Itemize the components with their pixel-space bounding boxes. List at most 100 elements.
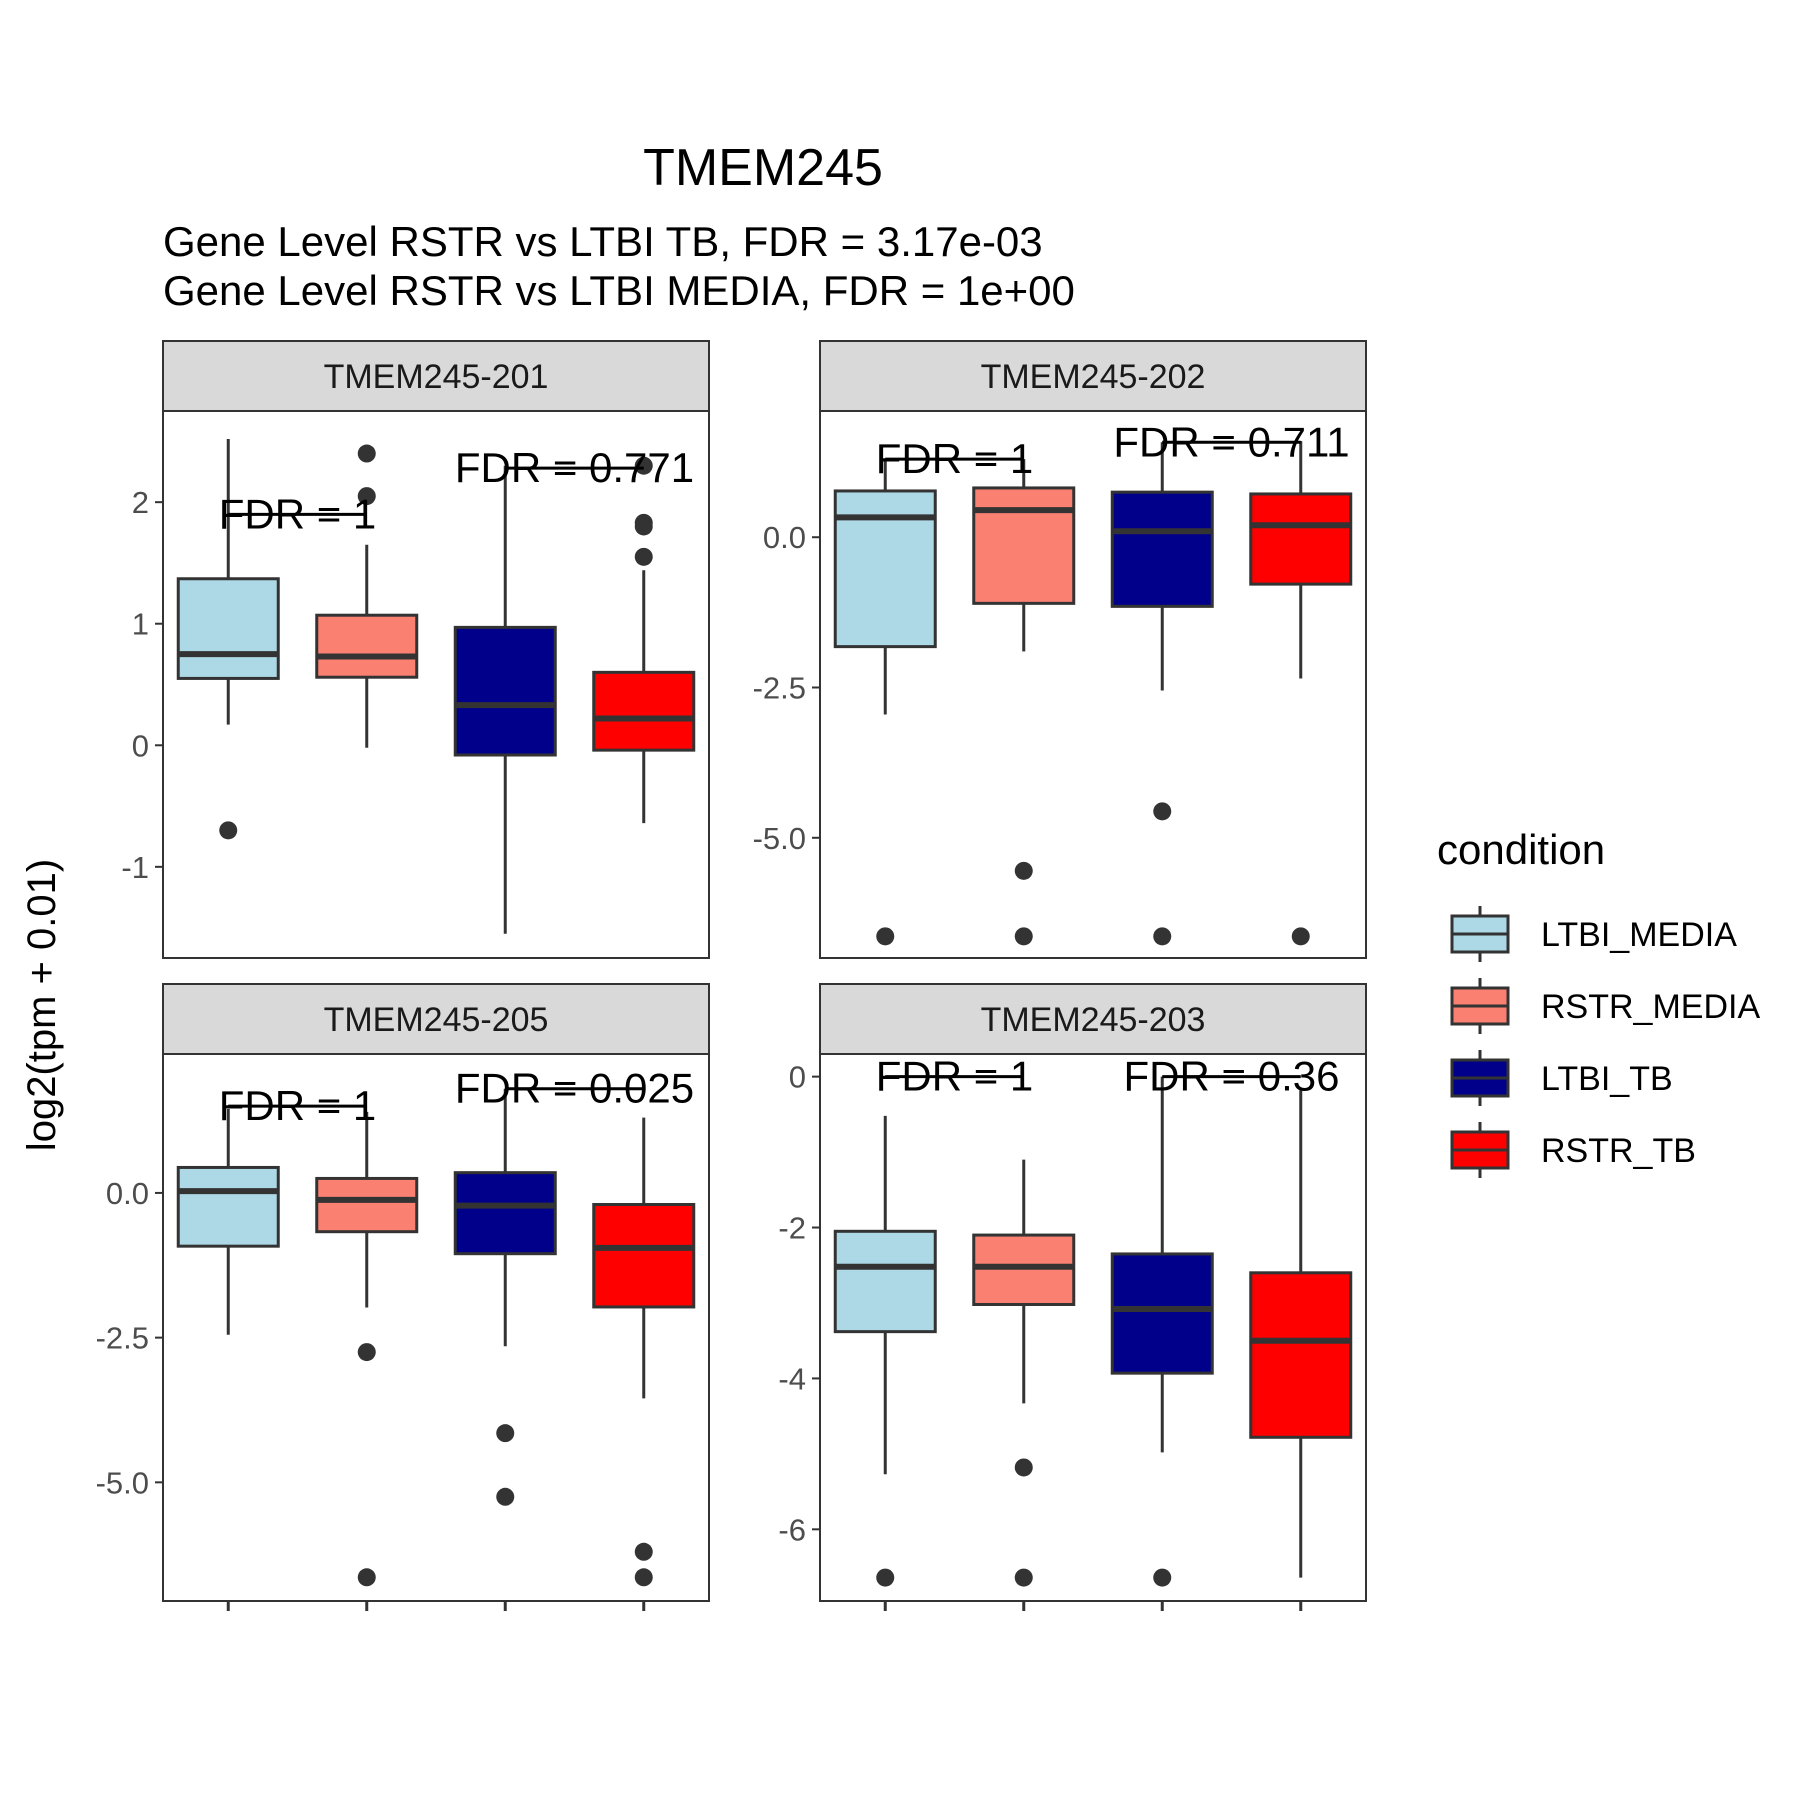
box-body <box>176 577 280 680</box>
box-LTBI_MEDIA <box>176 1108 280 1335</box>
y-tick-label: -4 <box>778 1361 806 1396</box>
chart-subtitle-line-2: Gene Level RSTR vs LTBI MEDIA, FDR = 1e+… <box>163 267 1075 314</box>
outlier-point <box>496 1487 515 1506</box>
legend: condition LTBI_MEDIA RSTR_MEDIA LTBI_TB RST… <box>1437 826 1760 1178</box>
y-tick-label: -2.5 <box>753 671 806 706</box>
legend-item-label: RSTR_TB <box>1541 1132 1696 1170</box>
facet-strip <box>162 340 710 412</box>
facet-panel: TMEM245-203 -6 -4 -2 0 FDR = 1 FDR = 0.36 <box>778 983 1367 1611</box>
y-tick-label: 2 <box>132 485 149 520</box>
outlier-point <box>357 487 376 506</box>
box-body <box>972 486 1076 605</box>
comparison-label: FDR = 0.025 <box>455 1065 694 1112</box>
box-LTBI_MEDIA <box>833 459 937 946</box>
panel-background <box>163 1054 709 1601</box>
box-body <box>972 1233 1076 1306</box>
legend-item: RSTR_TB <box>1450 1122 1696 1178</box>
box-RSTR_TB <box>1249 441 1353 946</box>
box-RSTR_TB <box>1249 1090 1353 1578</box>
outlier-point <box>1014 1458 1033 1477</box>
outlier-point <box>634 547 653 566</box>
y-tick-label: 0.0 <box>763 520 806 555</box>
y-tick-label: 0 <box>132 728 149 763</box>
box-body <box>1110 490 1214 608</box>
comparison-label: FDR = 0.711 <box>1113 418 1349 465</box>
legend-item-label: RSTR_MEDIA <box>1541 988 1760 1026</box>
box-body <box>1249 492 1353 586</box>
box-LTBI_TB <box>1110 442 1214 946</box>
box-body <box>453 625 557 757</box>
outlier-point <box>1153 802 1172 821</box>
chart-title: TMEM245 <box>643 139 883 197</box>
y-axis-label: log2(tpm + 0.01) <box>20 859 64 1151</box>
box-body <box>1110 1252 1214 1375</box>
y-tick-label: 1 <box>132 607 149 642</box>
legend-item-label: LTBI_MEDIA <box>1541 916 1737 954</box>
outlier-point <box>357 1568 376 1587</box>
y-tick-label: -5.0 <box>753 821 806 856</box>
box-body <box>833 1229 937 1334</box>
box-LTBI_TB <box>453 1088 557 1506</box>
comparison-label: FDR = 1 <box>219 1082 377 1129</box>
chart-subtitle-line-1: Gene Level RSTR vs LTBI TB, FDR = 3.17e-… <box>163 218 1043 265</box>
facet-strip <box>162 983 710 1055</box>
box-body <box>592 670 696 752</box>
outlier-point <box>357 444 376 463</box>
panel-border <box>819 1053 1367 1602</box>
y-tick-label: -6 <box>778 1512 806 1547</box>
box-LTBI_MEDIA <box>176 438 280 840</box>
box-RSTR_MEDIA <box>972 459 1076 946</box>
panel-border <box>162 410 710 959</box>
outlier-point <box>1014 927 1033 946</box>
outlier-point <box>1291 927 1310 946</box>
box-body <box>833 489 937 649</box>
comparison-label: FDR = 0.36 <box>1124 1053 1340 1100</box>
box-body <box>315 1176 419 1234</box>
outlier-point <box>1153 927 1172 946</box>
box-RSTR_MEDIA <box>315 1111 419 1587</box>
y-tick-label: -5.0 <box>96 1465 149 1500</box>
outlier-point <box>357 1343 376 1362</box>
outlier-point <box>496 1424 515 1443</box>
comparison-label: FDR = 0.771 <box>455 444 694 491</box>
outlier-point <box>1014 861 1033 880</box>
comparison-label: FDR = 1 <box>876 435 1034 482</box>
outlier-point <box>876 1568 895 1587</box>
y-tick-label: -1 <box>121 850 149 885</box>
legend-item: RSTR_MEDIA <box>1450 978 1760 1034</box>
box-body <box>1249 1271 1353 1439</box>
box-body <box>315 613 419 679</box>
box-body <box>592 1202 696 1309</box>
box-LTBI_TB <box>453 465 557 934</box>
legend-title: condition <box>1437 826 1605 873</box>
panel-border <box>162 1053 710 1602</box>
outlier-point <box>1153 1568 1172 1587</box>
facet-panel: TMEM245-205 -5.0 -2.5 0.0 FDR = 1 FDR = 0.025 <box>96 983 710 1611</box>
comparison-label: FDR = 1 <box>876 1053 1034 1100</box>
facet-strip-label: TMEM245-203 <box>981 1001 1206 1039</box>
legend-item: LTBI_MEDIA <box>1450 906 1737 962</box>
facet-panel: TMEM245-202 -5.0 -2.5 0.0 FDR = 1 FDR = 0.711 <box>753 340 1367 959</box>
box-body <box>453 1171 557 1256</box>
outlier-point <box>876 927 895 946</box>
facet-strip <box>819 340 1367 412</box>
box-RSTR_MEDIA <box>972 1159 1076 1587</box>
y-tick-label: 0.0 <box>106 1176 149 1211</box>
panel-border <box>819 410 1367 959</box>
outlier-point <box>634 517 653 536</box>
facet-strip-label: TMEM245-201 <box>324 358 549 396</box>
facet-strip-label: TMEM245-205 <box>324 1001 549 1039</box>
outlier-point <box>219 821 238 840</box>
y-tick-label: -2 <box>778 1211 806 1246</box>
box-body <box>176 1165 280 1248</box>
comparison-label: FDR = 1 <box>219 490 377 537</box>
y-tick-label: -2.5 <box>96 1321 149 1356</box>
outlier-point <box>634 456 653 475</box>
outlier-point <box>634 1542 653 1561</box>
facet-panel: TMEM245-201 -1 0 1 2 FDR = 1 FDR = 0.771 <box>121 340 710 959</box>
box-RSTR_MEDIA <box>315 444 419 748</box>
box-LTBI_MEDIA <box>833 1115 937 1587</box>
